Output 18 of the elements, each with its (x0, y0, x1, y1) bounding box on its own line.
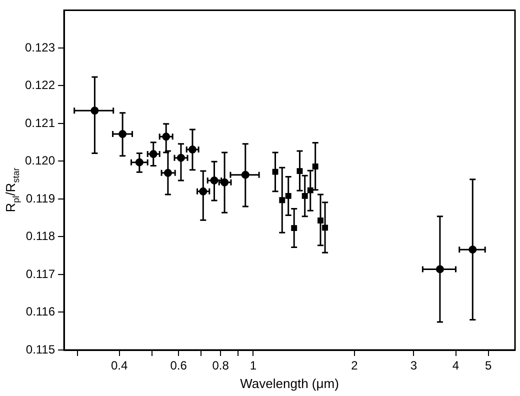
x-tick-label: 1 (250, 358, 257, 373)
x-tick-label: 3 (410, 358, 418, 373)
x-tick-label: 5 (485, 358, 492, 373)
y-tick-label: 0.123 (25, 40, 56, 54)
y-tick-label: 0.122 (25, 78, 56, 92)
y-tick-label: 0.118 (26, 229, 56, 244)
x-axis-title: Wavelength (μm) (240, 376, 339, 391)
y-tick-label: 0.119 (26, 191, 56, 206)
x-tick-label: 4 (452, 358, 460, 373)
y-tick-label: 0.115 (26, 342, 56, 356)
x-tick-label: 0.4 (110, 358, 128, 373)
y-tick-label: 0.120 (25, 154, 56, 168)
x-tick-label: 2 (351, 358, 358, 373)
x-tick-label: 0.8 (212, 358, 230, 373)
y-tick-label: 0.117 (26, 266, 56, 281)
y-tick-label: 0.116 (26, 304, 56, 319)
y-tick-label: 0.121 (25, 116, 56, 130)
x-tick-label: 0.6 (170, 358, 188, 373)
